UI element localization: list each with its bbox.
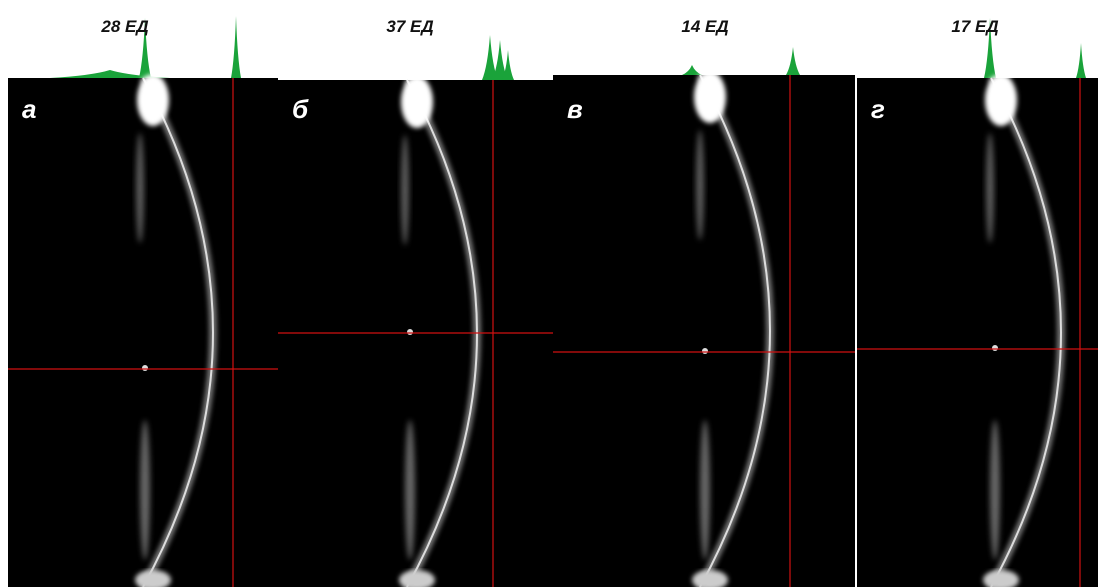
- panel-header: [553, 0, 855, 75]
- panel-header: [857, 0, 1098, 78]
- panel-value: 37 ЕД: [386, 17, 433, 36]
- lens-spot: [992, 345, 998, 351]
- lens-spot: [702, 348, 708, 354]
- panel-header: [278, 0, 553, 80]
- lens-spot: [407, 329, 413, 335]
- figure: 28 ЕД а 37 ЕД б 14 ЕД в 17 ЕД г: [0, 0, 1098, 587]
- reflex: [985, 74, 1017, 126]
- lens-streak: [986, 133, 994, 243]
- panel-value: 17 ЕД: [951, 17, 998, 36]
- panel-letter: г: [871, 94, 885, 124]
- lens-spot: [142, 365, 148, 371]
- panel: 28 ЕД а: [8, 0, 278, 587]
- panel-letter: б: [292, 94, 309, 124]
- lens-streak: [696, 130, 704, 240]
- panel: 17 ЕД г: [857, 0, 1098, 587]
- panel-value: 14 ЕД: [681, 17, 728, 36]
- panels: 28 ЕД а 37 ЕД б 14 ЕД в 17 ЕД г: [8, 0, 1098, 587]
- lens-streak: [990, 420, 1000, 560]
- lens-streak: [136, 133, 144, 243]
- reflex: [401, 76, 433, 128]
- lens-streak: [401, 135, 409, 245]
- reflex: [137, 74, 169, 126]
- panel-letter: а: [22, 94, 36, 124]
- panel-value: 28 ЕД: [100, 17, 148, 36]
- lens-streak: [700, 420, 710, 560]
- lens-streak: [405, 420, 415, 560]
- panel-letter: в: [567, 94, 583, 124]
- panel: 37 ЕД б: [278, 0, 553, 587]
- lens-streak: [140, 420, 150, 560]
- reflex: [694, 71, 726, 123]
- panel: 14 ЕД в: [553, 0, 855, 587]
